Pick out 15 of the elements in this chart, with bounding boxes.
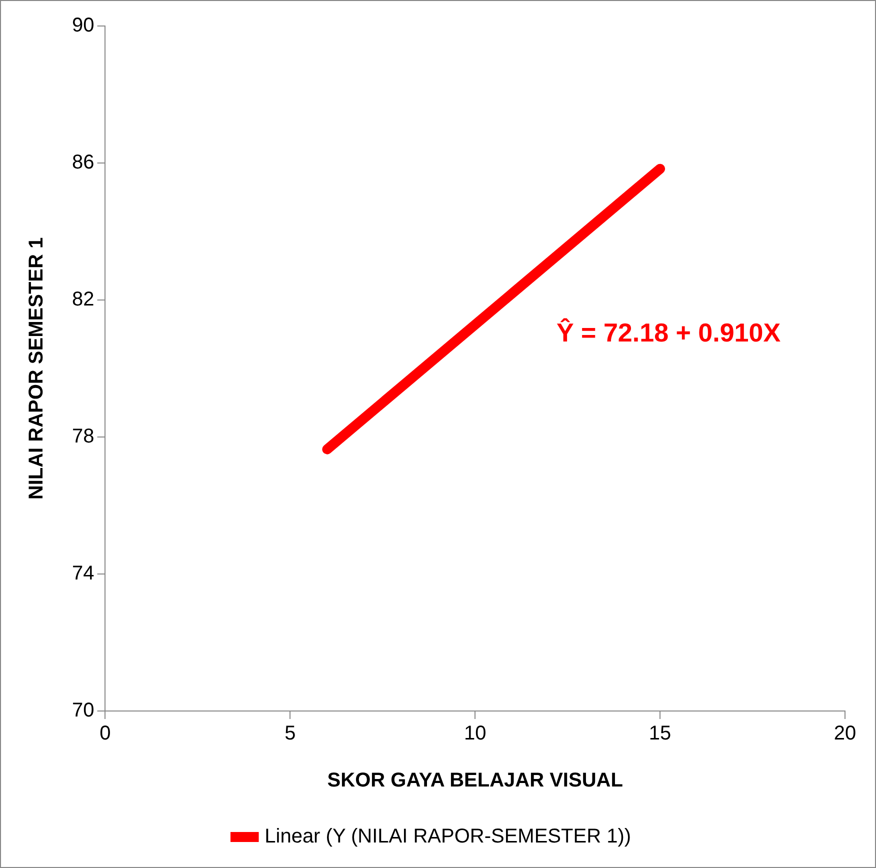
legend-label: Linear (Y (NILAI RAPOR-SEMESTER 1)) [264,826,632,848]
x-tick-label: 15 [648,722,672,745]
y-axis-title: NILAI RAPOR SEMESTER 1 [26,237,48,500]
y-tick-label: 74 [72,562,94,585]
x-tick-label: 0 [100,722,111,745]
y-tick-label: 70 [72,700,94,722]
x-axis-title: SKOR GAYA BELAJAR VISUAL [327,770,623,792]
annotation: Ŷ = 72.18 + 0.910X [556,317,782,348]
y-tick-label: 78 [72,426,94,448]
y-tick-label: 86 [72,152,94,174]
y-tick-label: 82 [72,288,94,311]
y-tick-label: 90 [72,14,94,37]
x-tick-label: 20 [834,722,856,745]
x-tick-label: 10 [464,722,486,745]
x-tick-label: 5 [284,722,296,745]
